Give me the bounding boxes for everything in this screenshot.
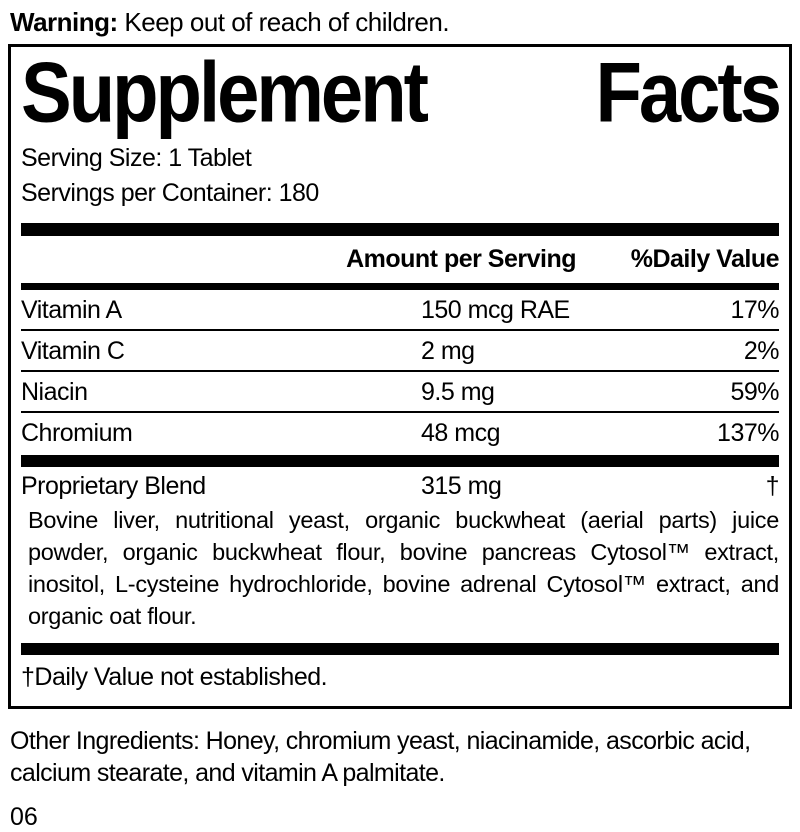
serving-size: Serving Size: 1 Tablet <box>21 143 252 172</box>
title-word-facts: Facts <box>595 45 782 141</box>
nutrient-daily-value: 17% <box>730 295 779 324</box>
nutrient-amount: 9.5 mg <box>421 377 495 406</box>
daily-value-header: %Daily Value <box>630 244 780 273</box>
nutrient-name: Niacin <box>21 377 88 406</box>
blend-name: Proprietary Blend <box>21 471 206 500</box>
divider-thick-blend <box>21 454 779 467</box>
table-row: Niacin 9.5 mg 59% <box>21 372 780 413</box>
nutrient-name: Chromium <box>21 418 133 447</box>
warning-line: Warning: Keep out of reach of children. <box>10 7 790 38</box>
proprietary-blend-row: Proprietary Blend 315 mg † <box>21 467 780 503</box>
nutrient-daily-value: 2% <box>743 336 780 365</box>
table-header-row: Amount per Serving %Daily Value <box>21 236 779 283</box>
serving-info: Serving Size: 1 Tablet Servings per Cont… <box>21 141 779 211</box>
amount-per-serving-header: Amount per Serving <box>346 244 576 273</box>
divider-medium-header <box>21 282 779 290</box>
table-row: Chromium 48 mcg 137% <box>21 413 780 453</box>
table-row: Vitamin C 2 mg 2% <box>21 331 780 372</box>
blend-amount: 315 mg <box>421 471 502 500</box>
supplement-facts-panel: Supplement Facts Serving Size: 1 Tablet … <box>8 43 792 709</box>
blend-description: Bovine liver, nutritional yeast, organic… <box>28 506 779 629</box>
other-ingredients: Other Ingredients: Honey, chromium yeast… <box>10 726 751 787</box>
warning-text: Keep out of reach of children. <box>117 7 450 37</box>
nutrient-amount: 48 mcg <box>421 418 500 447</box>
divider-thick-top <box>21 222 779 236</box>
blend-daily-value-dagger: † <box>765 471 780 500</box>
nutrient-name: Vitamin C <box>21 336 125 365</box>
daily-value-footnote: †Daily Value not established. <box>21 662 328 691</box>
nutrient-daily-value: 137% <box>717 418 779 447</box>
servings-per-container: Servings per Container: 180 <box>21 178 319 207</box>
nutrient-name: Vitamin A <box>21 295 122 324</box>
table-row: Vitamin A 150 mcg RAE 17% <box>21 290 780 331</box>
lot-code: 06 <box>10 802 38 831</box>
title-word-supplement: Supplement <box>21 45 429 141</box>
nutrient-amount: 2 mg <box>421 336 475 365</box>
divider-thick-footnote <box>21 642 779 655</box>
nutrient-amount: 150 mcg RAE <box>421 295 570 324</box>
panel-title: Supplement Facts <box>21 45 782 147</box>
warning-label: Warning: <box>10 7 118 37</box>
nutrient-daily-value: 59% <box>730 377 779 406</box>
